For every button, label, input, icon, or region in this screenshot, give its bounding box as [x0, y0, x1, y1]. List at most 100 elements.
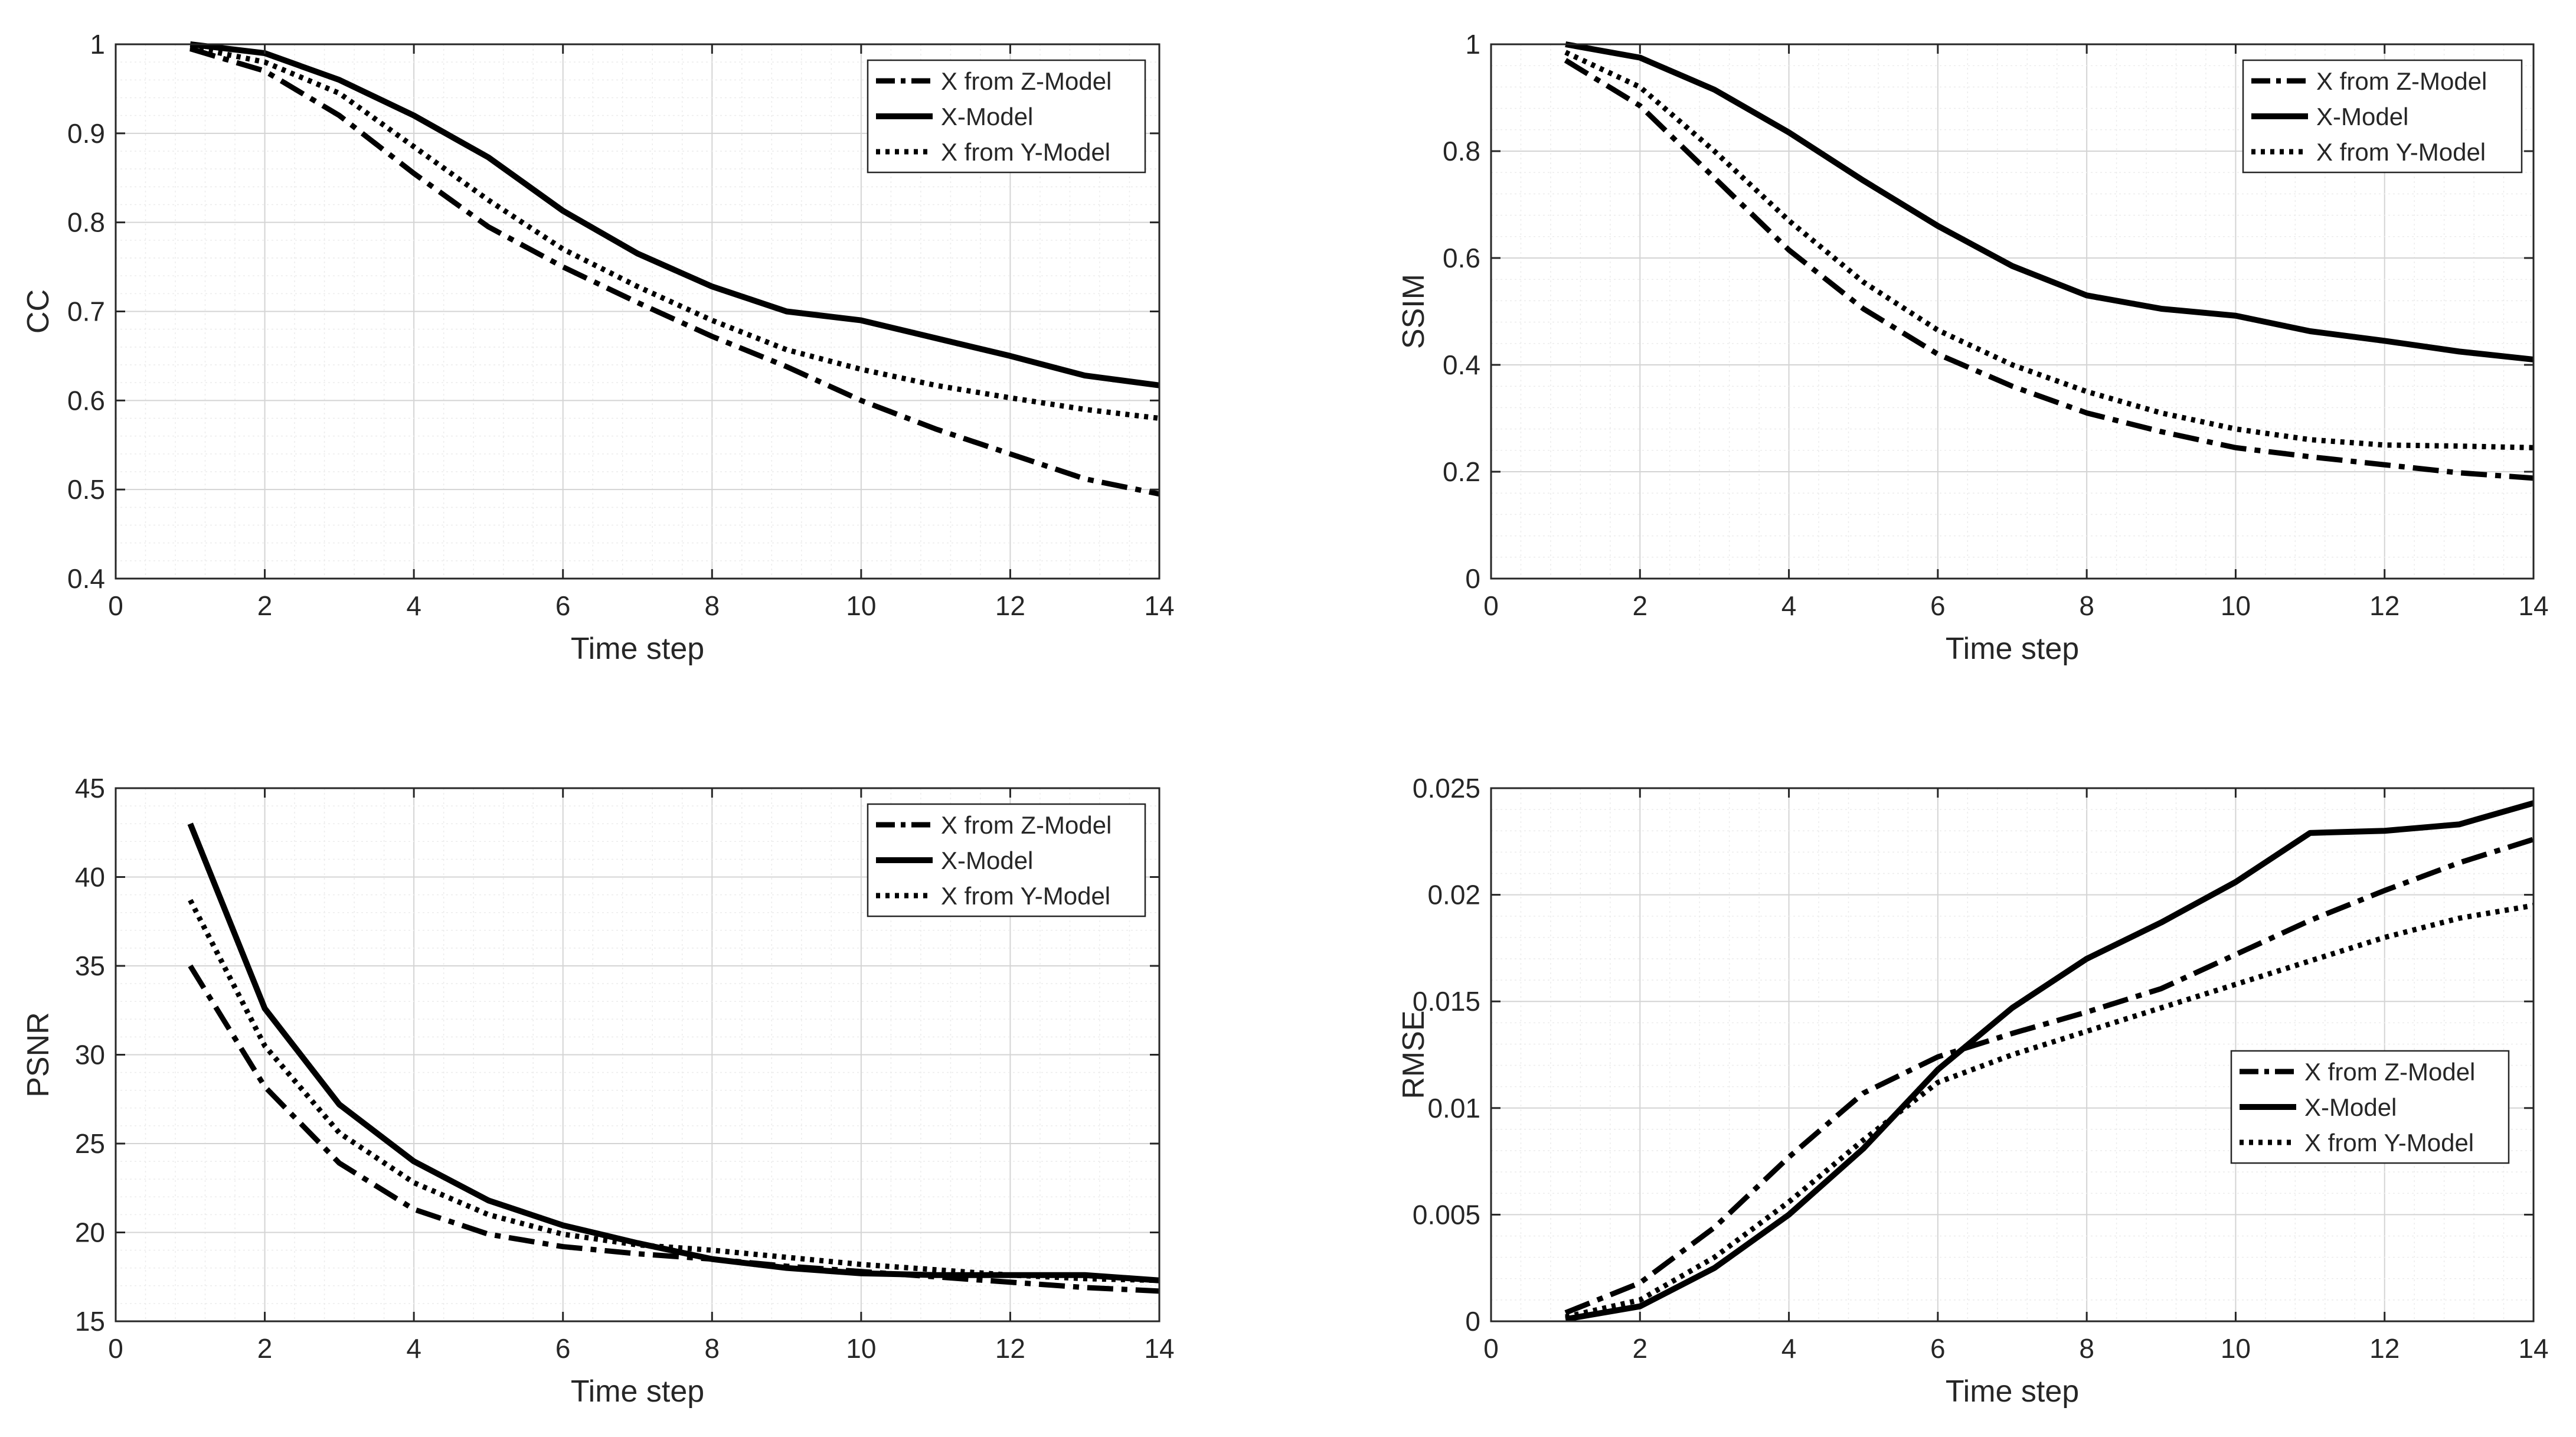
- y-tick-label: 0.6: [67, 385, 105, 416]
- x-tick-label: 2: [257, 1333, 273, 1364]
- x-tick-label: 10: [2221, 1333, 2251, 1364]
- y-axis-label: RMSE: [1397, 1010, 1431, 1099]
- y-tick-label: 0.8: [1443, 136, 1480, 166]
- grid: [115, 44, 1160, 579]
- legend-label: X from Z-Model: [2304, 1058, 2475, 1086]
- x-tick-label: 4: [1781, 1333, 1797, 1364]
- y-tick-label: 0: [1465, 1306, 1480, 1337]
- legend: X from Z-Model X-Model X from Y-Model: [2242, 59, 2523, 174]
- axes-frame: [1490, 787, 2535, 1322]
- x-tick-label: 14: [2518, 1333, 2548, 1364]
- x-tick-label: 8: [2079, 1333, 2094, 1364]
- x-tick-label: 14: [2518, 590, 2548, 621]
- legend-label: X-Model: [2304, 1093, 2397, 1121]
- y-tick-label: 45: [75, 773, 105, 804]
- x-tick-label: 10: [2221, 590, 2251, 621]
- grid: [1490, 44, 2534, 579]
- y-tick-label: 20: [75, 1217, 105, 1248]
- x-tick-label: 12: [2369, 1333, 2400, 1364]
- y-tick-label: 0.4: [1443, 350, 1480, 380]
- y-tick-label: 0.8: [67, 207, 105, 238]
- legend-label: X-Model: [941, 103, 1033, 130]
- chart-panel-rmse: 0 2 4 6 8 10 12 14 0 0.005 0.01 0.015 0.02 0.025 Time …: [1397, 773, 2549, 1409]
- series-line-x-from-z-model: [1564, 837, 2535, 1315]
- series-line-x-from-z-model: [1564, 58, 2534, 481]
- legend-label: X from Y-Model: [2316, 138, 2486, 166]
- x-tick-label: 8: [2079, 590, 2094, 621]
- y-tick-label: 0.005: [1413, 1199, 1480, 1230]
- series-line-x-from-y-model: [1564, 50, 2534, 450]
- series-line-x-model: [1565, 41, 2534, 362]
- y-tick-label: 15: [75, 1306, 105, 1337]
- chart-panel-psnr: 0 2 4 6 8 10 12 14 15 20 25 30 35 40 45 Time step PSNR X …: [21, 773, 1175, 1409]
- x-tick-label: 4: [406, 590, 421, 621]
- series-line-x-from-z-model: [189, 46, 1160, 497]
- x-tick-label: 8: [704, 590, 720, 621]
- x-tick-label: 0: [108, 590, 123, 621]
- x-tick-label: 10: [846, 1333, 876, 1364]
- series-line-x-from-y-model: [188, 899, 1160, 1283]
- y-tick-label: 0.01: [1427, 1093, 1480, 1124]
- y-tick-label: 0.9: [67, 118, 105, 149]
- series-line-x-model: [189, 41, 1160, 388]
- legend-label: X from Z-Model: [941, 67, 1112, 95]
- legend: X from Z-Model X-Model X from Y-Model: [2230, 1050, 2510, 1164]
- y-tick-label: 1: [90, 29, 105, 60]
- y-tick-label: 0.025: [1413, 773, 1480, 804]
- series-line-x-from-y-model: [189, 44, 1160, 421]
- legend-label: X from Z-Model: [941, 811, 1112, 839]
- y-axis-label: CC: [21, 289, 55, 334]
- chart-panel-ssim: 0 2 4 6 8 10 12 14 0 0.2 0.4 0.6 0.8 1 Time step SSIM X …: [1397, 29, 2549, 666]
- y-tick-label: 25: [75, 1128, 105, 1159]
- y-axis-label: SSIM: [1397, 274, 1431, 349]
- y-tick-label: 0: [1465, 563, 1480, 594]
- series-line-x-model: [1565, 800, 2535, 1322]
- y-tick-label: 0.4: [67, 563, 105, 594]
- y-tick-label: 1: [1465, 29, 1480, 60]
- x-tick-label: 0: [108, 1333, 123, 1364]
- axes-frame: [1490, 43, 2535, 580]
- y-tick-label: 0.02: [1427, 880, 1480, 910]
- legend-label: X-Model: [941, 847, 1033, 874]
- legend-label: X-Model: [2316, 103, 2408, 130]
- x-tick-label: 12: [995, 1333, 1025, 1364]
- x-tick-label: 2: [1632, 1333, 1647, 1364]
- chart-panel-cc: 0 2 4 6 8 10 12 14 0.4 0.5 0.6 0.7 0.8 0.9 1 Time step C…: [21, 29, 1175, 666]
- x-tick-label: 0: [1483, 590, 1499, 621]
- x-tick-label: 12: [995, 590, 1025, 621]
- y-tick-label: 0.7: [67, 296, 105, 327]
- legend-label: X from Z-Model: [2316, 67, 2487, 95]
- x-axis-label: Time step: [571, 632, 704, 666]
- x-tick-label: 6: [1930, 1333, 1946, 1364]
- x-tick-label: 0: [1483, 1333, 1499, 1364]
- x-tick-label: 6: [1930, 590, 1946, 621]
- x-tick-label: 4: [1781, 590, 1797, 621]
- x-tick-label: 12: [2369, 590, 2400, 621]
- legend: X from Z-Model X-Model X from Y-Model: [867, 59, 1146, 174]
- series-line-x-model: [187, 822, 1160, 1283]
- x-tick-label: 2: [1632, 590, 1647, 621]
- x-tick-label: 4: [406, 1333, 421, 1364]
- x-axis-label: Time step: [1946, 1374, 2079, 1409]
- legend-label: X from Y-Model: [2304, 1129, 2474, 1157]
- series-line-x-from-z-model: [188, 964, 1160, 1294]
- x-axis-label: Time step: [1946, 632, 2079, 666]
- y-tick-label: 0.2: [1443, 456, 1480, 487]
- x-tick-label: 14: [1144, 1333, 1174, 1364]
- x-tick-label: 10: [846, 590, 876, 621]
- legend-label: X from Y-Model: [941, 138, 1110, 166]
- x-tick-label: 6: [555, 1333, 571, 1364]
- y-tick-label: 35: [75, 951, 105, 981]
- x-tick-label: 2: [257, 590, 273, 621]
- y-tick-label: 0.6: [1443, 243, 1480, 273]
- x-tick-label: 8: [704, 1333, 720, 1364]
- legend: X from Z-Model X-Model X from Y-Model: [867, 803, 1146, 917]
- y-tick-label: 0.5: [67, 474, 105, 505]
- y-tick-label: 0.015: [1413, 986, 1480, 1017]
- y-axis-label: PSNR: [21, 1012, 55, 1097]
- x-axis-label: Time step: [571, 1374, 704, 1409]
- x-tick-label: 6: [555, 590, 571, 621]
- y-tick-label: 30: [75, 1040, 105, 1070]
- legend-label: X from Y-Model: [941, 882, 1110, 910]
